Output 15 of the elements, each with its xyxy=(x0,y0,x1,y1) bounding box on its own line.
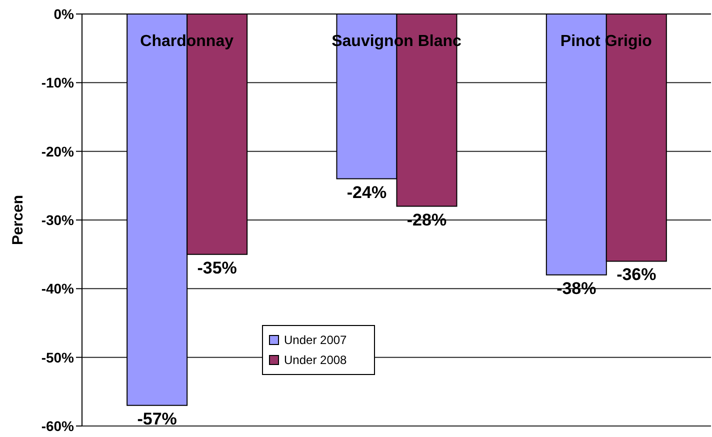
x-tick-label: Chardonnay xyxy=(140,33,234,50)
data-label: -57% xyxy=(137,409,177,428)
y-axis-title: Percen xyxy=(10,194,26,246)
y-tick-label: -40% xyxy=(41,280,75,297)
data-label: -35% xyxy=(197,258,237,278)
y-tick-label: -60% xyxy=(41,418,75,434)
legend-label: Under 2008 xyxy=(284,352,347,369)
legend-label: Under 2007 xyxy=(284,332,347,349)
y-tick-label: -50% xyxy=(41,349,75,366)
y-tick-label: -10% xyxy=(41,74,75,91)
y-tick-label: 0% xyxy=(54,6,75,22)
y-tick-label: -30% xyxy=(41,212,75,228)
data-label: -24% xyxy=(346,182,387,202)
y-tick-label: -20% xyxy=(41,143,75,160)
data-label: -36% xyxy=(616,265,656,284)
